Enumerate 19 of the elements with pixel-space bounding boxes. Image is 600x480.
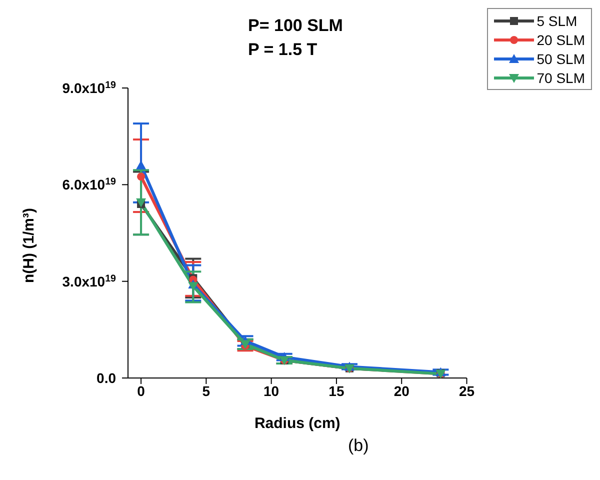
legend-label: 70 SLM: [536, 70, 585, 86]
x-tick-label: 15: [328, 382, 344, 399]
x-tick-label: 10: [264, 382, 280, 399]
y-axis-title: n(H) (1/m³): [20, 208, 38, 283]
text: (b): [348, 436, 369, 456]
x-tick-label: 5: [202, 382, 210, 399]
legend-label: 50 SLM: [536, 50, 585, 66]
legend-label: 5 SLM: [536, 12, 578, 28]
chart-subtitle: P = 1.5 T: [248, 39, 318, 61]
y-tick-label: 9.0x10$^{19}$: [62, 80, 117, 96]
y-tick-label: 6.0x10$^{19}$: [62, 176, 117, 193]
x-tick-label: 20: [394, 382, 410, 399]
x-axis-title: Radius (cm): [254, 415, 340, 432]
x-tick-label: 25: [458, 382, 475, 399]
y-tick-label: 3.0x10$^{19}$: [62, 272, 117, 290]
x-tick-label: 0: [137, 382, 146, 399]
chart-title: P= 100 SLM: [248, 15, 343, 37]
legend-label: 20 SLM: [536, 32, 585, 48]
y-tick-label: 0.0: [96, 370, 116, 386]
